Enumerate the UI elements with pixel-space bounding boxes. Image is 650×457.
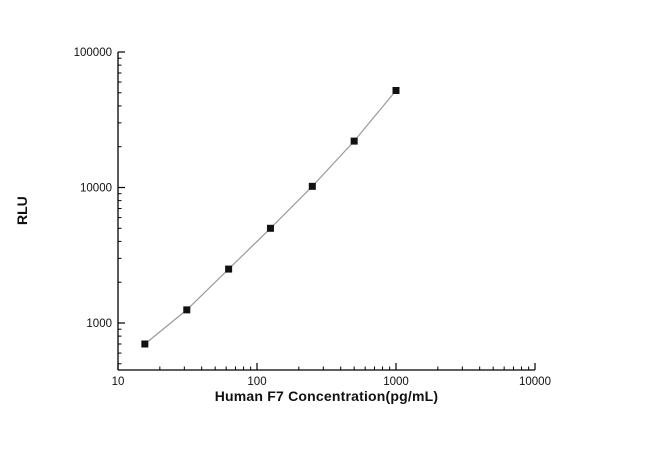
data-point bbox=[308, 182, 316, 190]
data-point bbox=[225, 265, 233, 273]
svg-text:10000: 10000 bbox=[519, 376, 551, 388]
svg-text:100: 100 bbox=[247, 376, 266, 388]
svg-text:1000: 1000 bbox=[383, 376, 409, 388]
x-axis-label: Human F7 Concentration(pg/mL) bbox=[214, 388, 439, 404]
y-axis: 1000 10000 100000 bbox=[74, 47, 125, 365]
axes bbox=[117, 52, 535, 371]
svg-text:10000: 10000 bbox=[80, 183, 112, 195]
data-point bbox=[266, 224, 274, 232]
data-point bbox=[141, 340, 149, 348]
svg-text:10: 10 bbox=[112, 376, 125, 388]
x-axis: 10 100 1000 10000 bbox=[112, 363, 551, 388]
data-point bbox=[183, 306, 191, 314]
svg-text:1000: 1000 bbox=[86, 318, 112, 330]
data-point bbox=[392, 86, 400, 94]
svg-text:100000: 100000 bbox=[74, 47, 112, 59]
data-point bbox=[350, 137, 358, 145]
data-series bbox=[141, 86, 400, 348]
